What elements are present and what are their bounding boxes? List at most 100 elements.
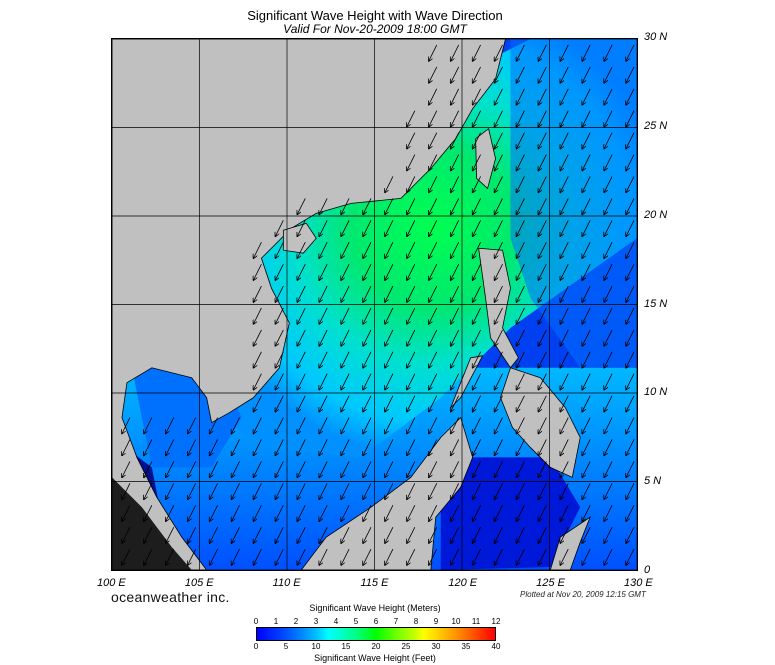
wave-arrow <box>626 44 635 61</box>
wave-arrow <box>626 285 635 302</box>
wave-arrow <box>582 395 591 412</box>
wave-arrow <box>560 439 569 455</box>
wave-arrow <box>275 417 284 434</box>
wave-arrow <box>297 329 306 346</box>
wave-arrow <box>473 176 481 192</box>
wave-arrow <box>363 505 372 521</box>
wave-arrow <box>560 526 569 543</box>
wave-arrow <box>188 417 197 434</box>
wave-arrow <box>341 242 350 258</box>
colorbar-meter-tick: 10 <box>451 617 461 626</box>
wave-arrow <box>451 198 460 214</box>
wave-arrow <box>538 220 547 236</box>
wave-arrow <box>253 285 262 302</box>
wave-arrow <box>319 417 328 434</box>
wave-arrow <box>604 132 613 149</box>
wave-arrow <box>166 548 175 565</box>
wave-arrow <box>560 285 569 302</box>
wave-arrow <box>560 351 569 368</box>
wave-arrow <box>451 483 460 499</box>
wave-arrow <box>297 483 306 499</box>
colorbar-title-feet: Significant Wave Height (Feet) <box>314 653 436 663</box>
wave-arrow <box>166 461 175 477</box>
wave-arrow <box>495 351 503 368</box>
latitude-label: 20 N <box>644 208 668 221</box>
wave-arrow <box>451 351 460 368</box>
longitude-label: 105 E <box>184 577 214 589</box>
wave-arrow <box>363 307 372 324</box>
wave-arrow <box>516 307 525 324</box>
wave-arrow <box>626 417 635 434</box>
wave-arrow <box>538 285 547 302</box>
wave-arrow <box>516 44 525 61</box>
wave-arrow <box>473 395 481 412</box>
wave-arrow <box>341 373 350 390</box>
wave-arrow <box>429 132 438 149</box>
wave-arrow <box>560 263 569 280</box>
wave-arrow <box>473 461 481 477</box>
wave-arrow <box>407 395 416 412</box>
wave-arrow <box>560 88 569 105</box>
wave-arrow <box>363 417 372 434</box>
wave-arrow <box>516 461 525 477</box>
wave-arrow <box>473 198 481 214</box>
wave-arrow <box>341 198 350 214</box>
wave-arrow <box>516 439 525 455</box>
wave-arrow <box>451 220 460 236</box>
wave-arrow <box>473 329 481 346</box>
wave-arrow <box>253 329 262 346</box>
wave-arrow <box>604 198 613 214</box>
wave-arrow <box>495 461 503 477</box>
wave-arrow <box>385 263 394 280</box>
wave-arrow <box>385 220 394 236</box>
wave-arrow <box>188 548 197 565</box>
wave-arrow <box>144 505 153 521</box>
wave-height-colorbar <box>256 627 496 641</box>
wave-arrow <box>297 263 306 280</box>
wave-arrow <box>604 285 613 302</box>
wave-arrow <box>385 307 394 324</box>
map-title: Significant Wave Height with Wave Direct… <box>247 8 503 23</box>
colorbar-meter-tick: 4 <box>333 617 339 626</box>
wave-arrow <box>253 417 262 434</box>
wave-arrow <box>626 439 635 455</box>
wave-arrow <box>429 307 438 324</box>
wave-arrow <box>429 88 438 105</box>
wave-arrow <box>495 154 503 171</box>
wave-arrow <box>166 483 175 499</box>
wave-arrow <box>560 461 569 477</box>
wave-arrow <box>122 439 131 455</box>
wave-arrow <box>473 351 481 368</box>
wave-arrow <box>626 483 635 499</box>
wave-arrow <box>429 548 438 565</box>
wave-arrow <box>560 373 569 390</box>
wave-arrow <box>495 395 503 412</box>
wave-arrow <box>122 461 131 477</box>
wave-arrow <box>253 373 262 390</box>
longitude-label: 120 E <box>448 577 478 589</box>
wave-arrow <box>297 461 306 477</box>
wave-arrow <box>538 461 547 477</box>
colorbar-meter-tick: 7 <box>393 617 399 626</box>
brand-logo-text: oceanweather inc. <box>111 589 230 605</box>
wave-arrow <box>560 44 569 61</box>
wave-arrow <box>451 373 460 390</box>
wave-arrow <box>385 461 394 477</box>
wave-arrow <box>495 132 503 149</box>
wave-arrow <box>407 373 416 390</box>
wave-arrow <box>407 176 416 192</box>
colorbar-feet-tick: 15 <box>341 642 351 651</box>
land-hainan <box>282 222 317 254</box>
wave-arrow <box>385 526 394 543</box>
wave-arrow <box>451 505 460 521</box>
wave-arrow <box>560 220 569 236</box>
wave-arrow <box>495 373 503 390</box>
wave-arrow <box>166 526 175 543</box>
wave-arrow <box>429 110 438 127</box>
wave-arrow <box>297 417 306 434</box>
wave-arrow <box>604 526 613 543</box>
wave-arrow <box>363 373 372 390</box>
wave-arrow <box>582 110 591 127</box>
wave-arrow <box>451 285 460 302</box>
wave-arrow <box>297 198 306 214</box>
